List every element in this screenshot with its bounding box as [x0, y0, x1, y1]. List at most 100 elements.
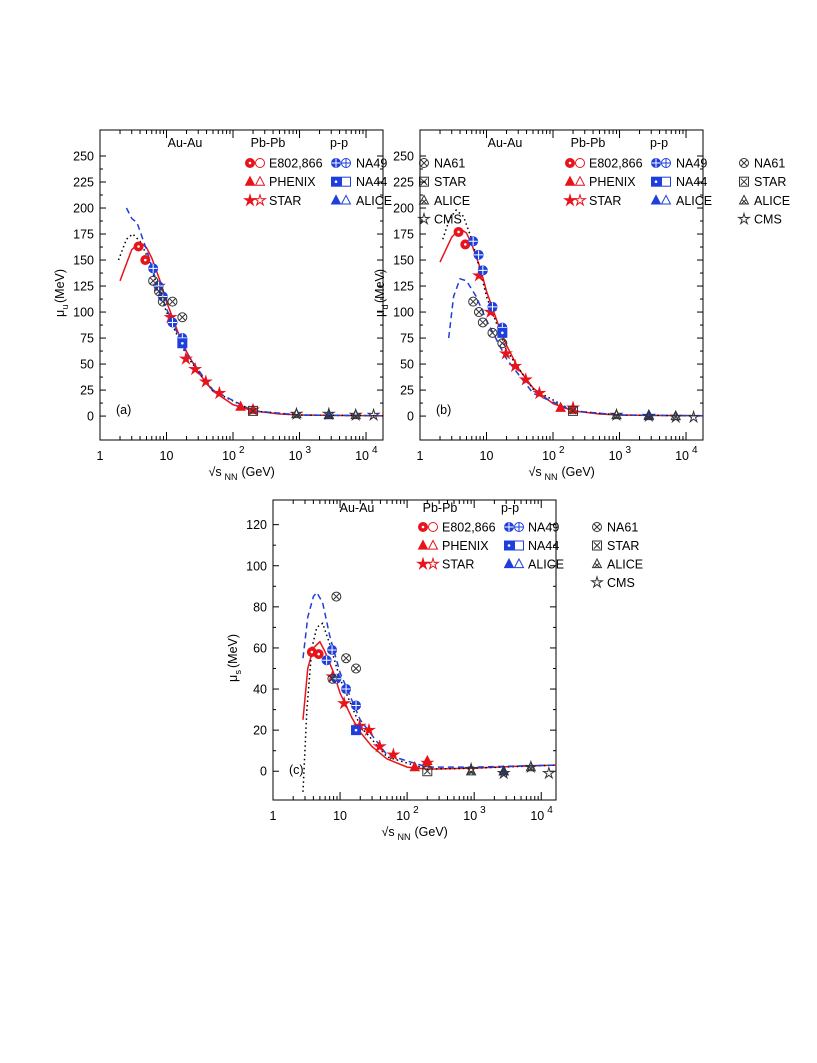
marker [651, 158, 661, 168]
legend-label: NA61 [607, 521, 638, 535]
plot-frame [419, 129, 704, 441]
legend-label: ALICE [434, 194, 470, 208]
y-label-unit: (MeV) [373, 269, 387, 303]
y-tick-label: 25 [400, 384, 414, 398]
marker [661, 158, 671, 168]
marker [242, 193, 258, 207]
marker [140, 255, 151, 266]
marker [409, 761, 421, 772]
x-tick-label: 10 [480, 449, 494, 463]
marker [148, 263, 159, 274]
x-label-symbol: √s [209, 465, 222, 479]
marker [366, 407, 381, 421]
marker [660, 194, 672, 205]
marker [244, 175, 256, 186]
x-tick-exponent: 2 [413, 805, 419, 816]
marker [248, 405, 259, 416]
marker [348, 407, 363, 421]
y-tick-label: 100 [73, 306, 94, 320]
x-tick-label: 1 [270, 809, 277, 823]
marker [609, 407, 624, 421]
marker [341, 684, 352, 695]
marker [330, 194, 342, 205]
x-tick-label: 1 [97, 449, 104, 463]
legend-label: CMS [607, 576, 635, 590]
marker [477, 265, 488, 276]
x-tick-label: 10 [289, 449, 303, 463]
marker [497, 338, 508, 349]
marker [468, 236, 479, 247]
marker [514, 522, 524, 532]
legend-label: STAR [434, 175, 466, 189]
marker [572, 193, 588, 207]
curve [117, 233, 383, 417]
marker [177, 338, 188, 349]
x-label-sub: NN [225, 472, 238, 482]
x-label-unit: (GeV) [562, 465, 595, 479]
y-label: μd(MeV) [373, 269, 390, 317]
y-tick-label: 175 [73, 228, 94, 242]
marker [532, 385, 547, 400]
legend-group-title: Pb-Pb [251, 136, 286, 150]
x-tick-exponent: 4 [547, 805, 553, 816]
marker [157, 296, 168, 307]
x-tick-label: 10 [333, 809, 347, 823]
marker [487, 327, 498, 338]
legend-label: NA44 [528, 539, 559, 553]
x-tick-exponent: 3 [626, 445, 632, 456]
marker [739, 158, 749, 168]
x-label-symbol: √s [382, 825, 395, 839]
marker [327, 645, 338, 655]
legend-label: E802,866 [589, 157, 643, 171]
marker [351, 700, 362, 711]
marker [541, 765, 556, 780]
marker [351, 725, 362, 736]
legend-label: PHENIX [589, 175, 636, 189]
y-label-unit: (MeV) [226, 634, 240, 668]
marker [425, 556, 441, 570]
legend-label: E802,866 [442, 521, 496, 535]
legend-label: STAR [589, 194, 621, 208]
marker [321, 655, 332, 666]
marker [453, 226, 464, 237]
marker [427, 539, 439, 550]
marker [235, 400, 246, 411]
marker [738, 194, 750, 205]
y-label-symbol: μ [373, 310, 387, 317]
marker [468, 296, 479, 307]
marker [417, 539, 429, 550]
x-tick-label: 10 [542, 449, 556, 463]
legend-label: STAR [442, 558, 474, 572]
x-tick-label: 10 [355, 449, 369, 463]
x-tick-exponent: 4 [692, 445, 698, 456]
marker [496, 765, 511, 780]
marker [518, 372, 533, 386]
legend-label: NA49 [356, 157, 387, 171]
curve [125, 207, 383, 417]
legend-label: ALICE [676, 194, 712, 208]
marker [372, 739, 387, 753]
x-tick-label: 10 [530, 809, 544, 823]
y-tick-label: 20 [253, 724, 267, 738]
marker [641, 408, 656, 423]
y-tick-label: 80 [253, 600, 267, 614]
plot-frame [99, 129, 384, 441]
legend-group-title: p-p [330, 136, 348, 150]
y-tick-label: 250 [393, 150, 414, 164]
y-label-sub: d [380, 304, 390, 309]
marker [487, 301, 498, 312]
marker [498, 346, 513, 360]
marker [574, 175, 586, 186]
marker [415, 556, 431, 570]
y-tick-label: 40 [253, 683, 267, 697]
panel-label: (b) [436, 403, 451, 417]
marker [477, 317, 488, 328]
marker [254, 175, 266, 186]
marker [255, 158, 265, 168]
y-label-sub: u [60, 304, 70, 309]
marker [513, 557, 525, 569]
legend-label: PHENIX [442, 539, 489, 553]
y-label: μu(MeV) [53, 269, 70, 317]
legend-label: ALICE [356, 194, 392, 208]
